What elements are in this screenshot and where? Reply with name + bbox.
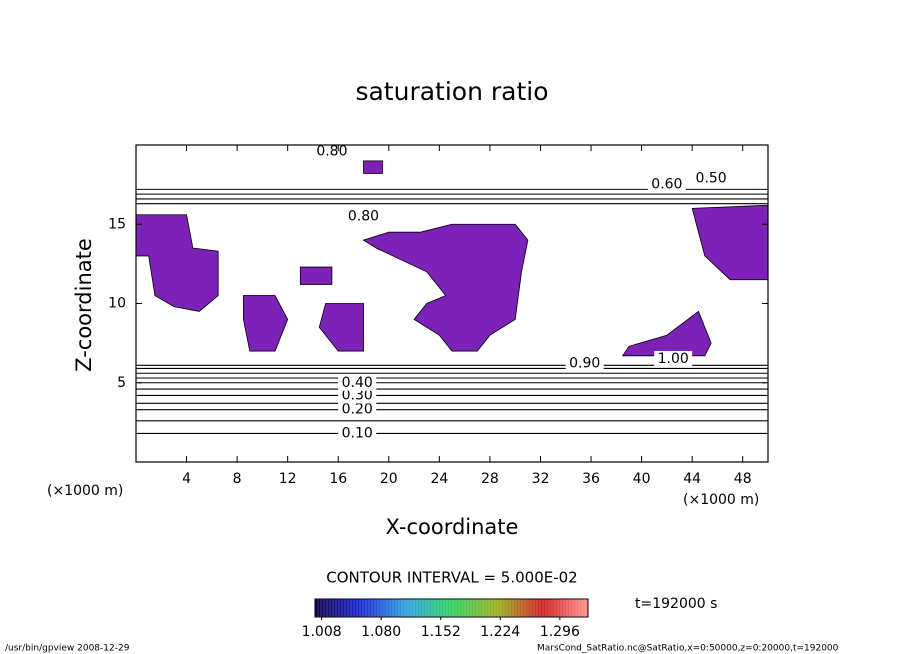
y-tick-label: 5 — [117, 375, 126, 391]
contour-label: 0.90 — [569, 356, 600, 372]
contour-label-bg — [338, 387, 377, 404]
colorbar-tick-label: 1.008 — [302, 624, 342, 640]
contour-label-bg — [654, 350, 693, 367]
x-unit: (×1000 m) — [683, 492, 759, 508]
contour-interval: CONTOUR INTERVAL = 5.000E-02 — [326, 569, 577, 587]
chart-title: saturation ratio — [355, 77, 548, 106]
contour-label-bg — [338, 401, 377, 418]
contour-label-bg — [338, 374, 377, 391]
contour-label: 0.40 — [342, 375, 373, 391]
contour-label: 0.10 — [342, 425, 373, 441]
colorbar-tick-label: 1.080 — [361, 624, 401, 640]
x-tick-label: 48 — [734, 471, 752, 487]
x-tick-label: 36 — [582, 471, 600, 487]
x-tick-label: 16 — [329, 471, 347, 487]
y-axis-label: Z-coordinate — [72, 238, 96, 372]
x-tick-label: 12 — [279, 471, 297, 487]
x-tick-label: 40 — [633, 471, 651, 487]
x-tick-label: 32 — [532, 471, 550, 487]
contour-label-bg — [647, 176, 686, 193]
shaded-region — [243, 295, 289, 352]
contour-label: 1.00 — [658, 351, 689, 367]
contour-label-bg — [312, 143, 351, 160]
contour-label-bg — [344, 208, 383, 225]
x-tick-label: 8 — [233, 471, 242, 487]
x-tick-label: 20 — [380, 471, 398, 487]
colorbar-tick-label: 1.296 — [540, 624, 580, 640]
y-unit: (×1000 m) — [47, 483, 123, 499]
contour-label-bg — [692, 170, 731, 187]
x-tick-label: 28 — [481, 471, 499, 487]
contour-label: 0.30 — [342, 387, 373, 403]
x-tick-label: 44 — [683, 471, 701, 487]
contour-label-bg — [565, 355, 604, 372]
contour-label-bg — [338, 425, 377, 442]
contour-label: 0.80 — [316, 143, 347, 159]
shaded-region — [621, 310, 712, 357]
y-tick-label: 15 — [108, 216, 126, 232]
colorbar-tick-label: 1.152 — [421, 624, 461, 640]
x-tick-label: 4 — [182, 471, 191, 487]
footer-left: /usr/bin/gpview 2008-12-29 — [5, 644, 130, 654]
colorbar-tick-label: 1.224 — [480, 624, 520, 640]
shaded-region — [691, 204, 769, 281]
colorbar — [314, 598, 589, 618]
footer-right: MarsCond_SatRatio.nc@SatRatio,x=0:50000,… — [537, 644, 839, 654]
shaded-region — [318, 303, 364, 352]
shaded-region — [363, 160, 383, 174]
shaded-region — [362, 223, 529, 352]
time-label: t=192000 s — [635, 596, 717, 612]
contour-label: 0.20 — [342, 402, 373, 418]
x-tick-label: 24 — [430, 471, 448, 487]
contour-label: 0.60 — [651, 177, 682, 193]
shaded-region — [299, 266, 333, 285]
contour-label: 0.50 — [696, 170, 727, 186]
y-tick-label: 10 — [108, 296, 126, 312]
x-axis-label: X-coordinate — [386, 515, 519, 539]
shaded-region — [135, 214, 219, 312]
contour-label: 0.80 — [348, 208, 379, 224]
